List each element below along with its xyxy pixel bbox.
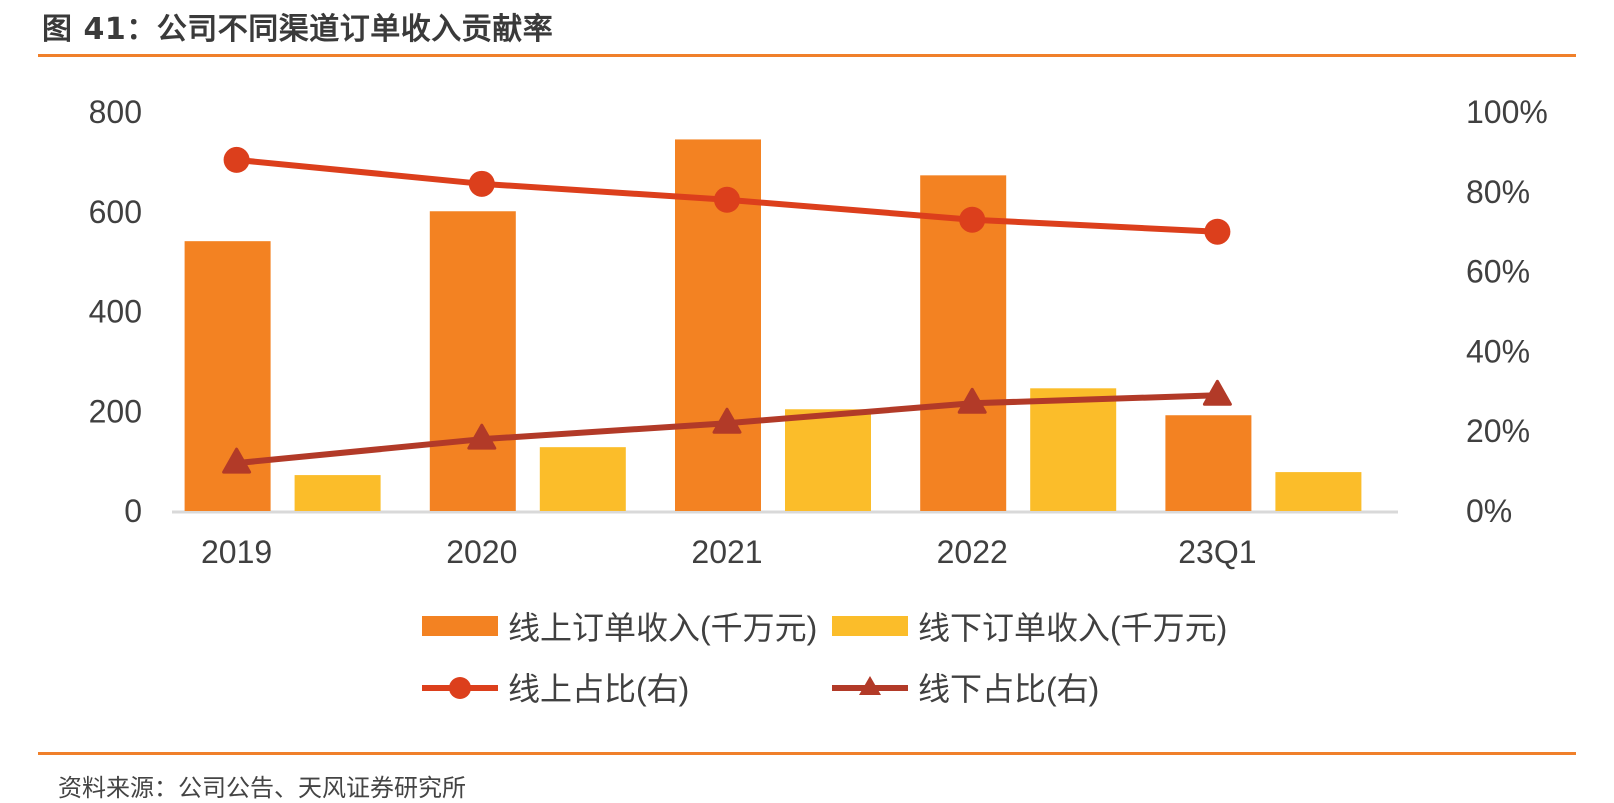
bottom-divider <box>38 752 1576 755</box>
offline-share-point <box>467 423 497 450</box>
x-axis-labels: 2019 2020 2021 2022 23Q1 <box>201 534 1257 570</box>
legend-swatch <box>832 616 908 636</box>
bars <box>184 139 1362 511</box>
chart: 0 200 400 600 800 0% 20% 40% 60% 80% 100% 2019 202… <box>89 94 1548 707</box>
offline-revenue-bar <box>294 475 381 511</box>
right-tick-label: 20% <box>1466 413 1530 449</box>
legend-marker <box>859 676 881 695</box>
x-tick-label: 2021 <box>691 534 762 570</box>
x-tick-label: 2022 <box>937 534 1008 570</box>
left-tick-label: 800 <box>89 94 142 130</box>
left-tick-label: 600 <box>89 194 142 230</box>
right-tick-label: 0% <box>1466 493 1512 529</box>
legend-swatch <box>422 616 498 636</box>
online-revenue-bar <box>429 211 516 511</box>
offline-revenue-bar <box>539 447 626 511</box>
left-tick-label: 0 <box>124 493 142 529</box>
offline-share-point <box>957 387 987 414</box>
top-divider <box>38 54 1576 57</box>
legend-online-share: 线上占比(右) <box>422 671 689 707</box>
legend-marker <box>449 677 471 699</box>
left-tick-label: 400 <box>89 294 142 330</box>
online-share-point <box>223 146 250 173</box>
right-tick-label: 60% <box>1466 254 1530 290</box>
x-tick-label: 2020 <box>446 534 517 570</box>
offline-revenue-bar <box>1030 388 1117 511</box>
legend-online-revenue: 线上订单收入(千万元) <box>422 610 817 646</box>
x-tick-label: 23Q1 <box>1178 534 1256 570</box>
offline-revenue-bar <box>785 409 871 511</box>
online-share-point <box>1204 218 1231 245</box>
legend-offline-revenue: 线下订单收入(千万元) <box>832 610 1227 646</box>
left-axis-ticks: 0 200 400 600 800 <box>89 94 142 529</box>
offline-revenue-bar <box>1275 472 1362 511</box>
source-note: 资料来源：公司公告、天风证券研究所 <box>58 774 466 802</box>
online-share-point <box>714 186 740 213</box>
legend-offline-share: 线下占比(右) <box>832 671 1099 707</box>
right-axis-ticks: 0% 20% 40% 60% 80% 100% <box>1466 94 1548 529</box>
right-tick-label: 40% <box>1466 333 1530 369</box>
offline-share-point <box>1202 379 1232 406</box>
online-share-point <box>959 206 986 233</box>
legend-label: 线上订单收入(千万元) <box>508 610 817 646</box>
legend-label: 线下占比(右) <box>918 671 1099 707</box>
legend: 线上订单收入(千万元) 线下订单收入(千万元) 线上占比(右) 线下占比(右) <box>422 610 1227 707</box>
online-revenue-bar <box>920 175 1007 511</box>
lines <box>222 146 1232 474</box>
right-tick-label: 100% <box>1466 94 1548 130</box>
legend-label: 线下订单收入(千万元) <box>918 610 1227 646</box>
left-tick-label: 200 <box>89 393 142 429</box>
legend-label: 线上占比(右) <box>508 671 689 707</box>
offline-share-point <box>712 407 742 434</box>
figure-title: 图 41：公司不同渠道订单收入贡献率 <box>42 12 554 47</box>
online-revenue-bar <box>1165 415 1252 511</box>
x-tick-label: 2019 <box>201 534 272 570</box>
online-share-point <box>468 170 495 197</box>
right-tick-label: 80% <box>1466 174 1530 210</box>
offline-share-point <box>222 447 252 474</box>
